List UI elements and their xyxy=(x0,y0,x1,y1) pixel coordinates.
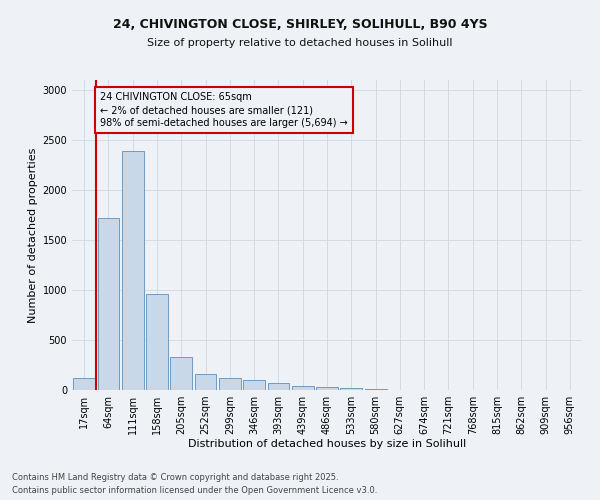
Bar xyxy=(365,389,386,390)
Bar xyxy=(97,218,119,390)
Text: 24, CHIVINGTON CLOSE, SHIRLEY, SOLIHULL, B90 4YS: 24, CHIVINGTON CLOSE, SHIRLEY, SOLIHULL,… xyxy=(113,18,487,30)
Bar xyxy=(170,357,192,390)
Text: Contains public sector information licensed under the Open Government Licence v3: Contains public sector information licen… xyxy=(12,486,377,495)
Bar xyxy=(194,374,217,390)
Bar xyxy=(243,380,265,390)
X-axis label: Distribution of detached houses by size in Solihull: Distribution of detached houses by size … xyxy=(188,438,466,448)
Bar xyxy=(340,388,362,390)
Bar xyxy=(268,383,289,390)
Bar xyxy=(292,386,314,390)
Y-axis label: Number of detached properties: Number of detached properties xyxy=(28,148,38,322)
Text: 24 CHIVINGTON CLOSE: 65sqm
← 2% of detached houses are smaller (121)
98% of semi: 24 CHIVINGTON CLOSE: 65sqm ← 2% of detac… xyxy=(100,92,347,128)
Bar xyxy=(73,378,95,390)
Bar xyxy=(219,378,241,390)
Text: Contains HM Land Registry data © Crown copyright and database right 2025.: Contains HM Land Registry data © Crown c… xyxy=(12,474,338,482)
Bar xyxy=(146,294,168,390)
Text: Size of property relative to detached houses in Solihull: Size of property relative to detached ho… xyxy=(147,38,453,48)
Bar xyxy=(316,387,338,390)
Bar xyxy=(122,151,143,390)
